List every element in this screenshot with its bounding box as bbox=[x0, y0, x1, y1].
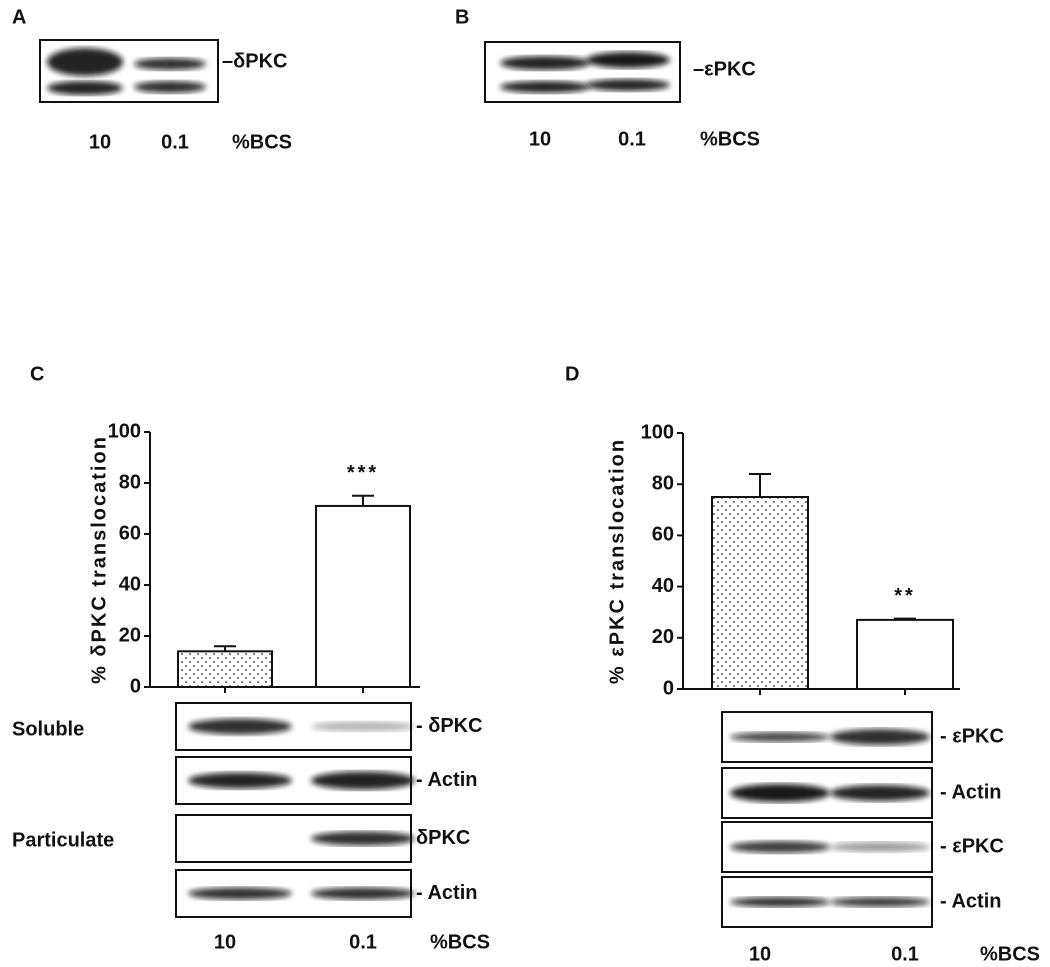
band bbox=[188, 718, 292, 735]
x-tick-label: 10 bbox=[749, 943, 771, 965]
error-bar bbox=[894, 617, 916, 620]
y-tick-label: 20 bbox=[652, 626, 674, 648]
y-tick-label: 80 bbox=[119, 471, 141, 493]
band bbox=[311, 771, 415, 790]
band-label: - Actin bbox=[940, 781, 1001, 803]
band bbox=[311, 721, 415, 732]
band bbox=[830, 897, 930, 907]
y-tick-label: 60 bbox=[652, 524, 674, 546]
band-label: - Actin bbox=[416, 769, 477, 791]
panel-label: C bbox=[30, 363, 44, 385]
y-axis-label: % εPKC translocation bbox=[606, 438, 628, 684]
band bbox=[730, 732, 830, 742]
y-tick-label: 40 bbox=[652, 575, 674, 597]
y-axis-label: % δPKC translocation bbox=[88, 435, 110, 684]
blot-frame bbox=[484, 41, 681, 103]
panel-label: A bbox=[12, 6, 26, 28]
lane-title: %BCS bbox=[700, 128, 760, 150]
panel-label: B bbox=[455, 6, 469, 28]
band bbox=[730, 841, 830, 853]
bar bbox=[177, 650, 273, 688]
band bbox=[500, 56, 590, 70]
band bbox=[830, 842, 930, 852]
band bbox=[47, 81, 123, 95]
band-label: δPKC bbox=[416, 827, 470, 849]
band bbox=[134, 58, 206, 70]
x-axis-label: %BCS bbox=[430, 931, 490, 953]
y-tick-label: 100 bbox=[641, 421, 674, 443]
band bbox=[830, 729, 930, 745]
lane-label: 10 bbox=[529, 128, 551, 150]
lane-label: 0.1 bbox=[161, 131, 189, 153]
band-label: - εPKC bbox=[940, 835, 1004, 857]
error-bar bbox=[214, 645, 236, 652]
lane-label: 0.1 bbox=[618, 128, 646, 150]
band-label: –δPKC bbox=[222, 50, 287, 72]
band bbox=[586, 79, 670, 91]
band bbox=[47, 48, 123, 76]
y-tick-label: 40 bbox=[119, 573, 141, 595]
bar bbox=[315, 504, 411, 689]
error-bar bbox=[749, 472, 771, 497]
y-tick-label: 0 bbox=[663, 677, 674, 699]
x-tick-label: 0.1 bbox=[349, 931, 377, 953]
band bbox=[188, 887, 292, 900]
band-label: - δPKC bbox=[416, 715, 483, 737]
band bbox=[730, 784, 830, 802]
y-tick-label: 80 bbox=[652, 472, 674, 494]
band bbox=[188, 772, 292, 789]
y-tick-label: 100 bbox=[108, 420, 141, 442]
band bbox=[500, 81, 590, 93]
x-tick-label: 0.1 bbox=[891, 943, 919, 965]
band bbox=[134, 81, 206, 93]
band-label: - Actin bbox=[940, 890, 1001, 912]
band bbox=[311, 831, 415, 846]
band bbox=[730, 897, 830, 907]
band-label: –εPKC bbox=[693, 58, 756, 80]
lane-title: %BCS bbox=[232, 131, 292, 153]
x-tick-label: 10 bbox=[214, 931, 236, 953]
significance: ** bbox=[894, 585, 916, 607]
band-label: - Actin bbox=[416, 882, 477, 904]
bar bbox=[856, 618, 954, 691]
lane-label: 10 bbox=[89, 131, 111, 153]
y-tick-label: 20 bbox=[119, 624, 141, 646]
x-axis-label: %BCS bbox=[980, 943, 1040, 965]
y-tick-label: 0 bbox=[130, 675, 141, 697]
band bbox=[586, 52, 670, 68]
panel-label: D bbox=[565, 363, 579, 385]
y-tick-label: 60 bbox=[119, 522, 141, 544]
bar bbox=[711, 496, 809, 690]
row-label: Particulate bbox=[12, 829, 114, 851]
error-bar bbox=[352, 494, 374, 506]
significance: *** bbox=[347, 462, 379, 484]
band bbox=[311, 887, 415, 900]
row-label: Soluble bbox=[12, 718, 84, 740]
band-label: - εPKC bbox=[940, 725, 1004, 747]
band bbox=[830, 785, 930, 801]
